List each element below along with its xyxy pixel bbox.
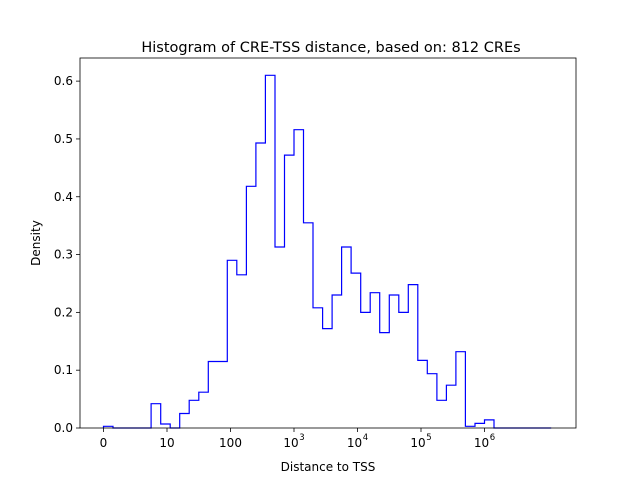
x-tick-exponent: 5 bbox=[426, 433, 431, 443]
y-tick-label: 0.2 bbox=[54, 305, 73, 319]
chart-title: Histogram of CRE-TSS distance, based on:… bbox=[141, 40, 520, 56]
y-tick-label: 0.4 bbox=[54, 190, 73, 204]
plot-area bbox=[79, 57, 577, 429]
axes-frame bbox=[79, 57, 577, 429]
y-tick-label: 0.1 bbox=[54, 363, 73, 377]
x-tick-label: 0 bbox=[100, 436, 108, 450]
x-tick-label: 10 bbox=[347, 436, 362, 450]
y-tick-label: 0.5 bbox=[54, 132, 73, 146]
x-tick-label: 10 bbox=[159, 436, 174, 450]
y-axis-label: Density bbox=[29, 220, 43, 266]
x-tick-exponent: 3 bbox=[299, 433, 304, 443]
x-tick-exponent: 4 bbox=[363, 433, 368, 443]
y-axis-ticks: 0.0 0.1 0.2 0.3 0.4 0.5 0.6 bbox=[54, 74, 80, 435]
x-tick-label: 10 bbox=[474, 436, 489, 450]
x-tick-label: 100 bbox=[219, 436, 242, 450]
x-tick-exponent: 6 bbox=[490, 433, 495, 443]
y-tick-label: 0.6 bbox=[54, 74, 73, 88]
y-tick-label: 0.0 bbox=[54, 421, 73, 435]
x-axis-label: Distance to TSS bbox=[281, 460, 376, 474]
x-axis-ticks: 0 10 100 10 3 10 4 10 5 10 6 bbox=[100, 428, 495, 450]
x-tick-label: 10 bbox=[283, 436, 298, 450]
y-tick-label: 0.3 bbox=[54, 248, 73, 262]
x-tick-label: 10 bbox=[410, 436, 425, 450]
histogram-step-line bbox=[102, 74, 552, 429]
